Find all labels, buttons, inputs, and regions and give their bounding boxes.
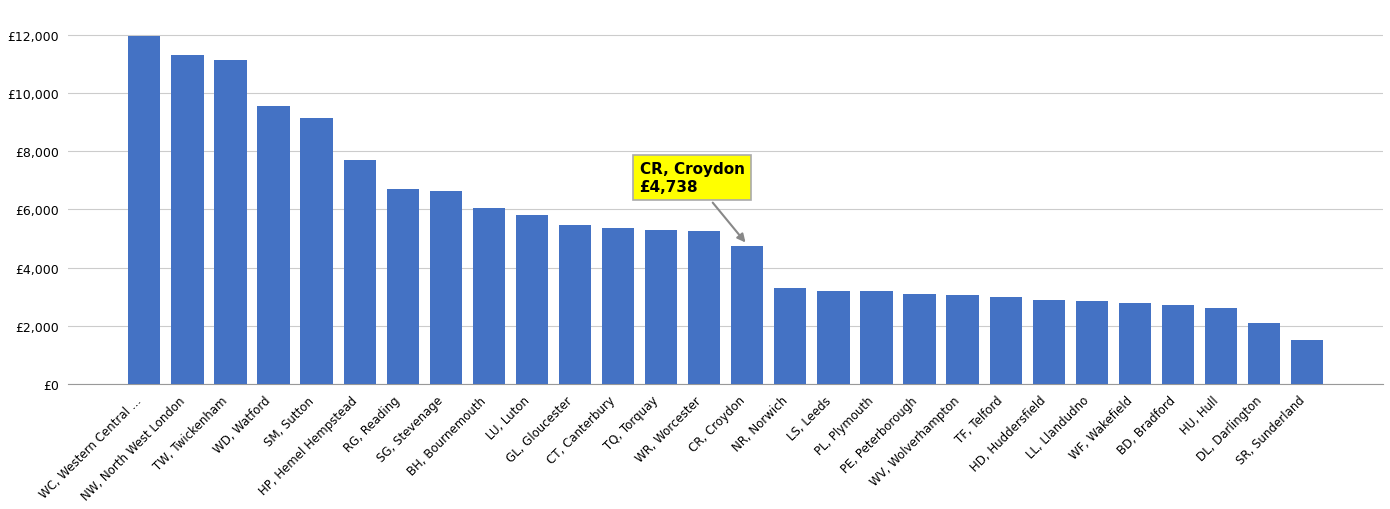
- Bar: [257, 107, 289, 384]
- Bar: [688, 232, 720, 384]
- Bar: [559, 225, 591, 384]
- Bar: [817, 291, 849, 384]
- Bar: [171, 56, 203, 384]
- Bar: [214, 61, 246, 384]
- Bar: [947, 296, 979, 384]
- Bar: [904, 294, 935, 384]
- Bar: [602, 228, 634, 384]
- Bar: [1291, 341, 1323, 384]
- Bar: [473, 209, 505, 384]
- Bar: [343, 161, 375, 384]
- Bar: [516, 216, 548, 384]
- Bar: [645, 231, 677, 384]
- Bar: [1162, 305, 1194, 384]
- Bar: [300, 119, 332, 384]
- Bar: [1205, 308, 1237, 384]
- Bar: [386, 190, 418, 384]
- Bar: [1076, 302, 1108, 384]
- Bar: [990, 298, 1022, 384]
- Bar: [1033, 300, 1065, 384]
- Bar: [731, 246, 763, 384]
- Text: CR, Croydon
£4,738: CR, Croydon £4,738: [639, 162, 745, 241]
- Bar: [430, 191, 461, 384]
- Bar: [774, 289, 806, 384]
- Bar: [860, 292, 892, 384]
- Bar: [128, 37, 160, 384]
- Bar: [1248, 324, 1280, 384]
- Bar: [1119, 303, 1151, 384]
